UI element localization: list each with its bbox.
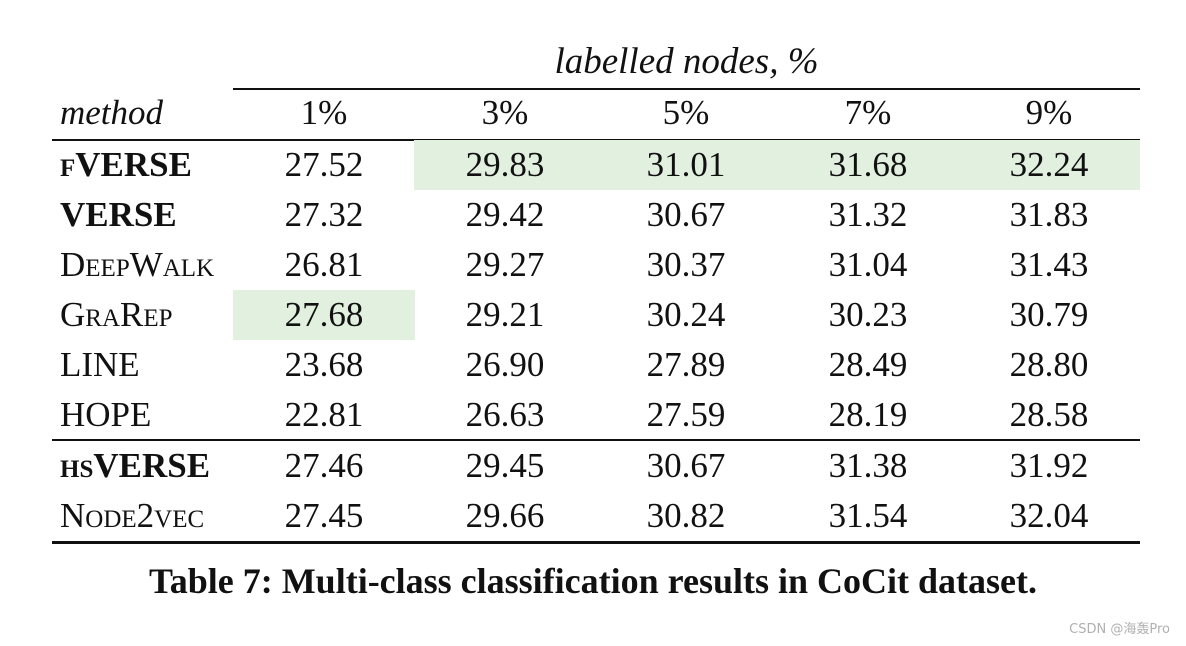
table-cell: 26.63 — [465, 395, 545, 434]
table-cell: 28.49 — [828, 345, 908, 384]
table-cell: 27.89 — [646, 345, 726, 384]
table-cell: 30.67 — [646, 195, 726, 234]
table-cell: 31.54 — [828, 496, 908, 535]
section-rule — [52, 439, 1140, 441]
method-name: Node2vec — [60, 496, 205, 535]
table-cell: 29.66 — [465, 496, 545, 535]
table-cell: 29.45 — [465, 446, 545, 485]
watermark: CSDN @海轰Pro — [1069, 622, 1170, 637]
table-cell: 27.59 — [646, 395, 726, 434]
table-cell: 30.37 — [646, 245, 726, 284]
method-header: method — [60, 93, 164, 132]
column-header: 3% — [481, 93, 529, 132]
method-name: hsVERSE — [60, 446, 211, 485]
table-cell: 27.46 — [284, 446, 364, 485]
table-cell: 27.52 — [284, 145, 364, 184]
table-cell: 31.43 — [1009, 245, 1089, 284]
table-cell: 27.68 — [233, 290, 415, 340]
table-cell: 29.27 — [465, 245, 545, 284]
table-cell: 28.58 — [1009, 395, 1089, 434]
table-cell: 27.45 — [284, 496, 364, 535]
column-header: 7% — [844, 93, 892, 132]
table-cell: 31.92 — [1009, 446, 1089, 485]
group-header-rule — [233, 88, 1140, 90]
table-cell: 31.68 — [777, 140, 959, 190]
table-cell: 26.90 — [465, 345, 545, 384]
method-name: GraRep — [60, 295, 173, 334]
table-cell: 31.32 — [828, 195, 908, 234]
table-cell: 32.04 — [1009, 496, 1089, 535]
table-cell: 30.24 — [646, 295, 726, 334]
method-name: DeepWalk — [60, 245, 215, 284]
column-header: 1% — [300, 93, 348, 132]
table-cell: 29.21 — [465, 295, 545, 334]
table-cell: 29.83 — [414, 140, 596, 190]
table-cell: 22.81 — [284, 395, 364, 434]
table-cell: 26.81 — [284, 245, 364, 284]
table-cell: 30.82 — [646, 496, 726, 535]
group-header: labelled nodes, % — [554, 41, 819, 82]
table-cell: 30.79 — [1009, 295, 1089, 334]
table-cell: 28.80 — [1009, 345, 1089, 384]
table-cell: 31.83 — [1009, 195, 1089, 234]
table-cell: 31.04 — [828, 245, 908, 284]
method-name: LINE — [60, 345, 140, 384]
column-header: 9% — [1025, 93, 1073, 132]
table-cell: 27.32 — [284, 195, 364, 234]
method-name: VERSE — [60, 195, 177, 234]
table-cell: 30.23 — [828, 295, 908, 334]
column-header: 5% — [662, 93, 710, 132]
table-cell: 29.42 — [465, 195, 545, 234]
method-name: fVERSE — [60, 145, 192, 184]
method-name: HOPE — [60, 395, 152, 434]
table-cell: 23.68 — [284, 345, 364, 384]
table-cell: 32.24 — [958, 140, 1140, 190]
table-caption: Table 7: Multi-class classification resu… — [149, 561, 1037, 601]
table-cell: 31.01 — [595, 140, 777, 190]
table-cell: 31.38 — [828, 446, 908, 485]
table-cell: 30.67 — [646, 446, 726, 485]
table-cell: 28.19 — [828, 395, 908, 434]
bottom-rule — [52, 541, 1140, 544]
